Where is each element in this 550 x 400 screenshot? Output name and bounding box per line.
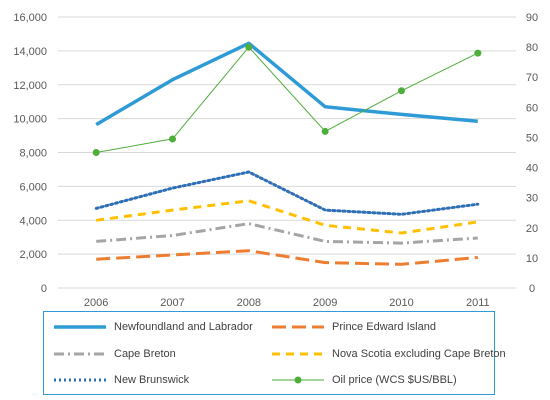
- series-line-3: [96, 199, 479, 235]
- right-axis-tick-label: 0: [529, 283, 535, 295]
- legend-item-oil-price: Oil price (WCS $US/BBL): [270, 371, 457, 389]
- series-line-1: [96, 249, 478, 266]
- series-line-5: [96, 46, 479, 153]
- data-point-5: [169, 135, 176, 143]
- legend: Newfoundland and Labrador Prince Edward …: [43, 311, 506, 395]
- legend-item-nova-scotia: Nova Scotia excluding Cape Breton: [270, 345, 506, 363]
- right-axis-tick-label: 30: [526, 193, 538, 205]
- legend-item-new-brunswick: New Brunswick: [52, 371, 189, 389]
- legend-item-newfoundland: Newfoundland and Labrador: [52, 318, 253, 336]
- legend-label-oil-price: Oil price (WCS $US/BBL): [332, 374, 457, 386]
- legend-label-newfoundland: Newfoundland and Labrador: [114, 321, 253, 333]
- left-axis-tick-label: 10,000: [13, 114, 47, 126]
- data-point-5: [321, 127, 329, 135]
- left-axis-tick-label: 4,000: [19, 215, 47, 227]
- right-axis-tick-label: 70: [526, 72, 538, 84]
- x-axis-tick-label: 2010: [389, 297, 413, 309]
- right-axis-tick-label: 50: [526, 132, 538, 144]
- x-axis-tick-label: 2011: [466, 297, 490, 309]
- legend-swatch-oil-price: [272, 376, 324, 384]
- left-axis-tick-label: 16,000: [13, 12, 47, 24]
- left-axis-tick-label: 2,000: [19, 249, 47, 261]
- legend-swatch-pei: [272, 325, 324, 329]
- data-point-5: [398, 87, 405, 95]
- data-point-5: [245, 43, 253, 51]
- x-axis-tick-label: 2009: [313, 297, 337, 309]
- series-line-2: [96, 222, 478, 245]
- legend-swatch-newfoundland: [54, 325, 106, 329]
- gridlines: [58, 16, 516, 289]
- legend-item-pei: Prince Edward Island: [270, 318, 436, 336]
- legend-swatch-new-brunswick: [54, 378, 106, 382]
- right-axis-tick-label: 40: [526, 163, 538, 175]
- legend-label-pei: Prince Edward Island: [332, 321, 436, 333]
- legend-item-cape-breton: Cape Breton: [52, 345, 176, 363]
- series-layer: [92, 41, 482, 266]
- legend-label-cape-breton: Cape Breton: [114, 348, 176, 360]
- series-line-0: [95, 41, 478, 127]
- left-axis-tick-label: 0: [41, 283, 47, 295]
- left-axis-ticks: 0 2,000 4,000 6,000 8,000 10,000 12,000 14,000 1…: [13, 12, 47, 295]
- left-axis-tick-label: 12,000: [13, 80, 47, 92]
- left-axis-tick-label: 8,000: [19, 148, 47, 160]
- data-point-5: [474, 49, 482, 57]
- right-axis-tick-label: 20: [526, 223, 538, 235]
- legend-label-new-brunswick: New Brunswick: [114, 374, 190, 386]
- legend-label-nova-scotia: Nova Scotia excluding Cape Breton: [332, 348, 506, 360]
- legend-swatch-cape-breton: [54, 352, 106, 356]
- right-axis-tick-label: 60: [526, 102, 538, 114]
- x-axis-ticks: 2006 2007 2008 2009 2010 2011: [84, 297, 490, 309]
- legend-swatch-nova-scotia: [272, 352, 324, 356]
- right-axis-ticks: 0 10 20 30 40 50 60 70 80 90: [526, 12, 538, 295]
- x-axis-tick-label: 2007: [160, 297, 184, 309]
- left-axis-tick-label: 14,000: [13, 46, 47, 58]
- series-line-4: [94, 170, 480, 216]
- right-axis-tick-label: 90: [526, 12, 538, 24]
- right-axis-tick-label: 80: [526, 42, 538, 54]
- x-axis-tick-label: 2008: [237, 297, 261, 309]
- left-axis-tick-label: 6,000: [19, 181, 47, 193]
- data-point-5: [92, 149, 100, 156]
- right-axis-tick-label: 10: [526, 253, 538, 265]
- x-axis-tick-label: 2006: [84, 297, 108, 309]
